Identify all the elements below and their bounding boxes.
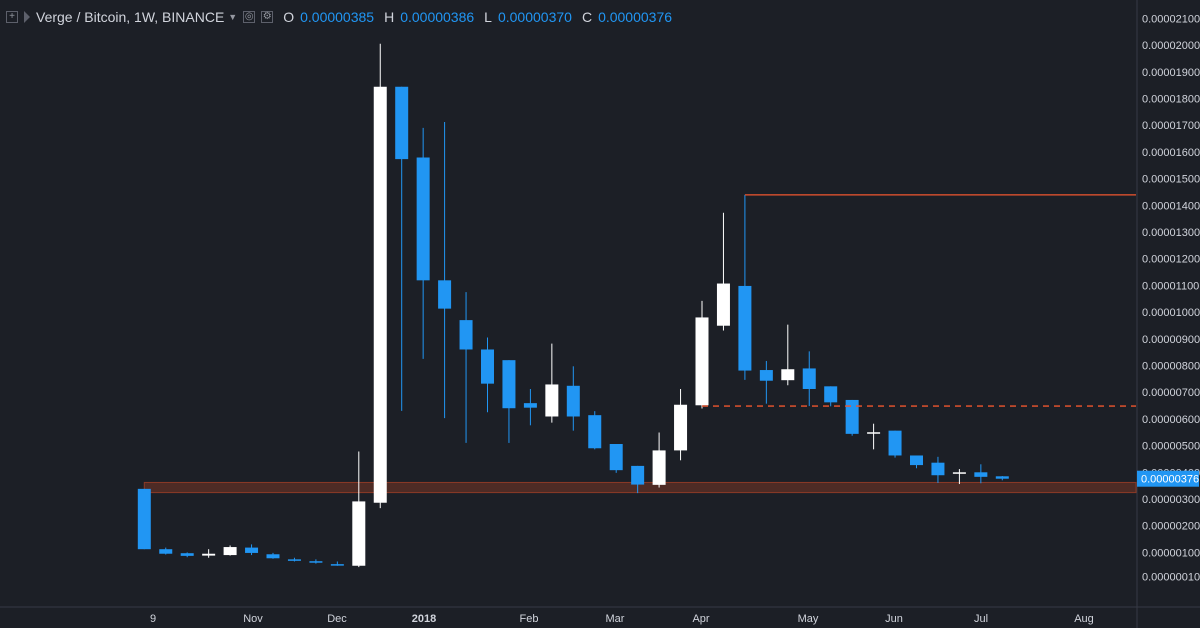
candle-body[interactable] [631, 465, 645, 485]
candle-body[interactable] [287, 559, 301, 561]
y-tick-label: 0.00000900 [1142, 334, 1200, 346]
candle-body[interactable] [545, 384, 559, 417]
y-tick-label: 0.00000100 [1142, 547, 1200, 559]
candle-body[interactable] [588, 415, 602, 449]
x-tick-label: Aug [1074, 613, 1094, 625]
x-tick-label: Nov [243, 613, 263, 625]
chevron-down-icon[interactable]: ▼ [228, 12, 238, 22]
candle-body[interactable] [523, 403, 537, 408]
candle-body[interactable] [566, 385, 580, 417]
y-tick-label: 0.00000600 [1142, 414, 1200, 426]
candle-body[interactable] [395, 86, 409, 160]
candle-body[interactable] [652, 450, 666, 485]
candle-body[interactable] [802, 368, 816, 389]
x-tick-label: Feb [520, 613, 539, 625]
y-tick-label: 0.00000800 [1142, 361, 1200, 373]
y-tick-label: 0.00001200 [1142, 254, 1200, 266]
candle-body[interactable] [481, 349, 494, 384]
y-tick-label: 0.00000700 [1142, 387, 1200, 399]
candle-body[interactable] [781, 369, 795, 381]
y-tick-label: 0.00000010 [1142, 571, 1200, 583]
candle-body[interactable] [824, 386, 838, 403]
candle-body[interactable] [502, 360, 516, 409]
last-price-label: 0.00000376 [1141, 474, 1199, 486]
candle-body[interactable] [845, 399, 859, 434]
candle-body[interactable] [137, 488, 151, 550]
y-tick-label: 0.00001000 [1142, 307, 1200, 319]
y-tick-label: 0.00000200 [1142, 521, 1200, 533]
x-tick-label: 9 [150, 613, 156, 625]
candle-body[interactable] [245, 547, 259, 553]
high-label: H [384, 9, 395, 25]
candle-body[interactable] [202, 553, 216, 556]
candle-body[interactable] [867, 432, 881, 434]
candle-body[interactable] [609, 443, 623, 471]
y-tick-label: 0.00000500 [1142, 441, 1200, 453]
last-price-badge [1137, 470, 1199, 487]
y-tick-label: 0.00001100 [1142, 280, 1199, 292]
open-value: 0.00000385 [300, 9, 375, 25]
close-label: C [581, 9, 593, 25]
y-tick-label: 0.00001900 [1142, 67, 1200, 79]
candle-body[interactable] [952, 472, 966, 474]
x-tick-label: May [798, 613, 819, 625]
y-tick-label: 0.00000300 [1142, 494, 1200, 506]
plus-square-icon[interactable]: + [6, 11, 18, 23]
y-tick-label: 0.00001300 [1142, 227, 1200, 239]
y-tick-label: 0.00002000 [1142, 40, 1200, 52]
low-value: 0.00000370 [497, 9, 572, 25]
candle-body[interactable] [974, 472, 988, 477]
y-tick-label: 0.00001600 [1142, 147, 1200, 159]
candle-body[interactable] [931, 462, 945, 476]
candle-body[interactable] [674, 404, 688, 451]
candle-body[interactable] [159, 549, 173, 554]
candle-body[interactable] [888, 430, 902, 456]
candle-body[interactable] [438, 280, 452, 309]
candle-body[interactable] [309, 561, 323, 563]
candle-body[interactable] [459, 320, 473, 350]
candle-body[interactable] [223, 547, 237, 556]
low-label: L [484, 9, 492, 25]
x-tick-label: Dec [327, 613, 347, 625]
candle-body[interactable] [995, 476, 1009, 479]
flag-icon [24, 11, 30, 23]
candle-body[interactable] [759, 370, 773, 381]
candle-body[interactable] [330, 564, 344, 566]
x-tick-label: Apr [692, 613, 709, 625]
candle-body[interactable] [416, 157, 430, 281]
symbol-legend: + Verge / Bitcoin, 1W, BINANCE ▼ ◎ ⚙ O 0.… [6, 9, 672, 25]
x-tick-label: 2018 [412, 613, 436, 625]
candle-body[interactable] [716, 283, 730, 326]
candle-body[interactable] [352, 501, 366, 566]
y-tick-label: 0.00001400 [1142, 200, 1200, 212]
candle-body[interactable] [180, 553, 194, 556]
open-label: O [283, 9, 295, 25]
settings-icon[interactable]: ⚙ [261, 11, 274, 23]
y-tick-label: 0.00001500 [1142, 174, 1200, 186]
x-tick-label: Jul [974, 613, 988, 625]
candle-body[interactable] [738, 285, 752, 371]
candle-body[interactable] [695, 317, 709, 406]
candle-body[interactable] [266, 554, 280, 559]
high-value: 0.00000386 [400, 9, 475, 25]
x-tick-label: Jun [885, 613, 903, 625]
candle-body[interactable] [910, 455, 923, 466]
y-tick-label: 0.00002100 [1142, 13, 1200, 25]
close-value: 0.00000376 [598, 9, 673, 25]
x-tick-label: Mar [606, 613, 625, 625]
candle-body[interactable] [373, 86, 387, 503]
eye-icon[interactable]: ◎ [243, 11, 256, 23]
symbol-title[interactable]: Verge / Bitcoin, 1W, BINANCE [36, 9, 225, 25]
y-tick-label: 0.00001700 [1142, 120, 1200, 132]
y-tick-label: 0.00001800 [1142, 94, 1200, 106]
